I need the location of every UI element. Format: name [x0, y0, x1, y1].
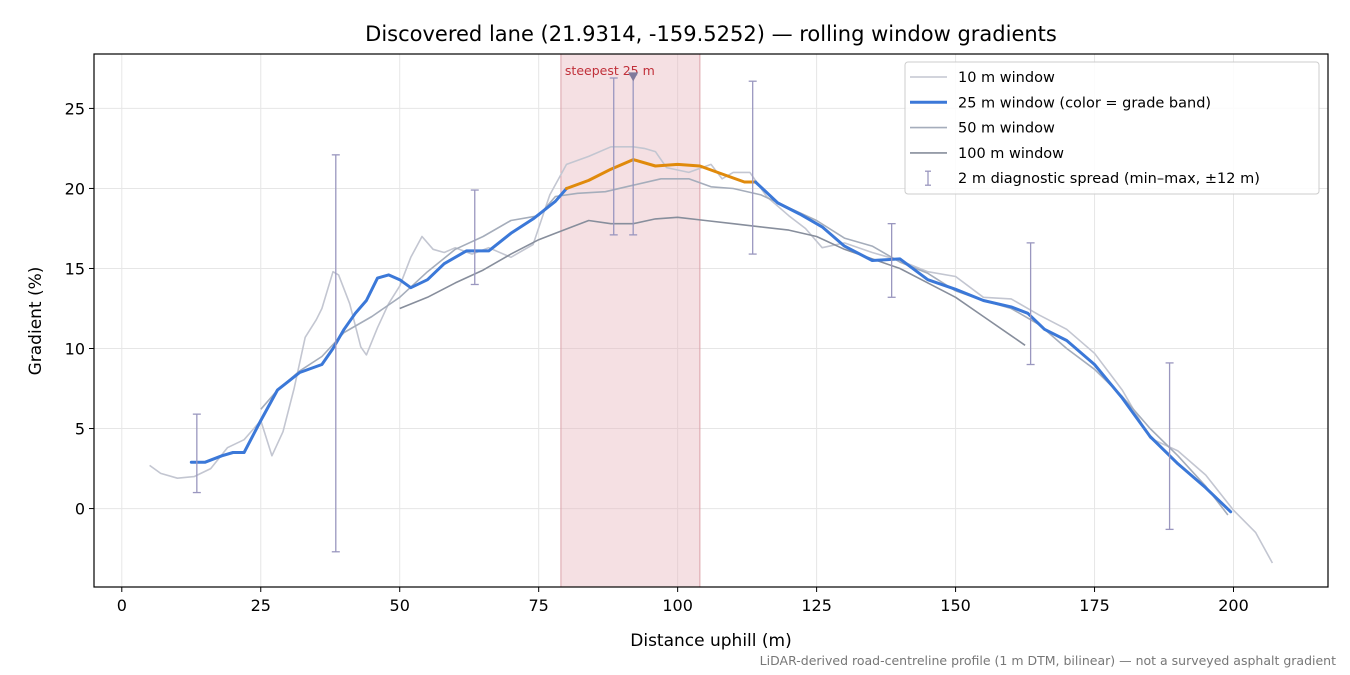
legend-label: 10 m window — [958, 70, 1055, 86]
series-50m-line — [260, 178, 1229, 516]
x-tick-label: 25 — [251, 596, 271, 615]
y-tick-label: 20 — [65, 179, 85, 198]
legend: 10 m window 25 m window (color = grade ba… — [904, 61, 1320, 195]
legend-box — [904, 61, 1320, 195]
errorbar — [609, 77, 618, 236]
legend-label: 100 m window — [958, 146, 1064, 162]
errorbar — [887, 223, 896, 298]
y-tick-label: 5 — [75, 420, 85, 439]
errorbar — [192, 413, 201, 494]
y-axis-label: Gradient (%) — [26, 267, 46, 376]
x-tick-label: 75 — [529, 596, 549, 615]
steepest-marker — [628, 72, 639, 82]
x-tick-label: 50 — [390, 596, 410, 615]
y-tick-label: 0 — [75, 500, 85, 519]
legend-entry: 10 m window — [910, 70, 1055, 86]
legend-entry: 50 m window — [910, 121, 1055, 137]
x-tick-label: 175 — [1079, 596, 1110, 615]
series-layer — [149, 146, 1274, 564]
plot-frame — [93, 53, 1329, 588]
errorbar — [331, 154, 340, 553]
chart-title: Discovered lane (21.9314, -159.5252) — r… — [365, 22, 1057, 46]
steepest-band — [560, 53, 701, 588]
axes-frame — [93, 53, 1329, 588]
legend-entry: 2 m diagnostic spread (min–max, ±12 m) — [925, 170, 1260, 187]
legend-label: 50 m window — [958, 121, 1055, 137]
y-axis-ticks: 0 5 10 15 20 25 — [65, 99, 94, 519]
y-tick-label: 10 — [65, 340, 85, 359]
marker-layer — [628, 72, 639, 82]
errorbar — [470, 189, 479, 286]
legend-entry: 100 m window — [910, 146, 1064, 162]
legend-label: 25 m window (color = grade band) — [958, 95, 1211, 111]
series-10m-line — [149, 146, 1274, 564]
series-25m-line-low — [189, 187, 568, 464]
series-100m-line — [399, 216, 1026, 346]
x-tick-label: 150 — [940, 596, 971, 615]
footnote: LiDAR-derived road-centreline profile (1… — [760, 653, 1336, 668]
errorbar — [1026, 242, 1035, 366]
y-tick-label: 15 — [65, 259, 85, 278]
x-axis-label: Distance uphill (m) — [630, 631, 791, 651]
x-tick-label: 100 — [662, 596, 693, 615]
legend-label: 2 m diagnostic spread (min–max, ±12 m) — [958, 171, 1260, 187]
steepest-label: steepest 25 m — [565, 63, 655, 78]
x-tick-label: 0 — [117, 596, 127, 615]
y-tick-label: 25 — [65, 99, 85, 118]
errorbar — [1165, 362, 1174, 531]
legend-entry: 25 m window (color = grade band) — [910, 95, 1211, 111]
errorbar — [748, 80, 757, 255]
x-axis-ticks: 0 25 50 75 100 125 150 175 200 — [117, 587, 1249, 615]
series-25m-line-low — [754, 180, 1233, 514]
series-25m-line-high — [565, 158, 757, 190]
x-tick-label: 125 — [801, 596, 832, 615]
steepest-band-layer: steepest 25 m — [560, 53, 701, 588]
x-tick-label: 200 — [1218, 596, 1249, 615]
